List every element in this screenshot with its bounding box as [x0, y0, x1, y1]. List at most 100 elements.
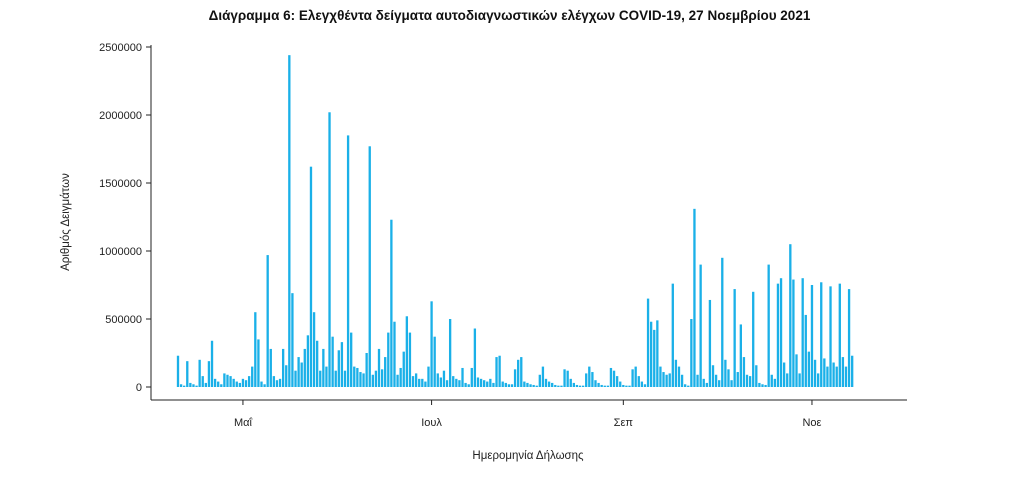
bar: [612, 370, 616, 387]
bar: [427, 366, 430, 387]
bar: [275, 380, 279, 387]
bar: [844, 366, 848, 387]
bar: [486, 381, 489, 387]
bar: [813, 359, 817, 387]
bar: [646, 298, 650, 387]
bar: [452, 376, 455, 387]
bar: [476, 377, 480, 387]
bar: [535, 385, 538, 387]
bar: [337, 350, 340, 387]
bar: [346, 135, 350, 387]
bars-layer: [176, 55, 854, 387]
bar: [334, 370, 337, 387]
bar: [628, 385, 631, 387]
y-tick-label: 1000000: [99, 246, 142, 258]
bar: [761, 384, 764, 387]
bar: [414, 373, 418, 387]
bar: [786, 373, 789, 387]
bar: [312, 312, 316, 387]
bar: [603, 385, 606, 387]
bar: [622, 384, 625, 387]
x-tick-label: Νοε: [802, 417, 821, 429]
bar: [408, 332, 412, 387]
bar: [591, 372, 594, 387]
bar: [461, 367, 464, 387]
y-tick-label: 1500000: [99, 178, 142, 190]
bar: [192, 384, 195, 387]
bar: [501, 381, 504, 387]
bar: [541, 366, 545, 387]
bar: [529, 384, 532, 387]
bar: [430, 301, 433, 387]
bar: [201, 376, 204, 387]
y-tick-label: 0: [136, 382, 142, 394]
y-tick-label: 2500000: [99, 42, 142, 54]
bar: [396, 374, 399, 387]
x-tick-label: Ιουλ: [421, 417, 442, 429]
bar: [745, 374, 749, 387]
bar: [436, 373, 439, 387]
bar: [368, 146, 371, 387]
bar: [520, 357, 523, 387]
bar: [189, 382, 192, 387]
bar: [232, 378, 235, 387]
bar: [247, 376, 251, 387]
bar: [439, 377, 443, 387]
bar: [594, 380, 597, 387]
bar: [659, 366, 662, 387]
bar: [696, 374, 699, 387]
bar: [551, 382, 554, 387]
bar: [207, 361, 211, 387]
bar: [699, 264, 702, 387]
bar: [823, 358, 826, 387]
bar: [597, 382, 600, 387]
bar: [625, 385, 628, 387]
bar: [637, 376, 640, 387]
bar: [309, 166, 313, 387]
bar: [674, 359, 678, 387]
bar: [733, 289, 736, 387]
bar: [418, 378, 421, 387]
bar: [711, 365, 715, 387]
bar: [708, 299, 712, 387]
bar: [782, 362, 786, 387]
bar: [742, 357, 746, 387]
bar: [350, 332, 353, 387]
bar: [538, 374, 541, 387]
bar: [226, 374, 229, 387]
bar: [770, 374, 773, 387]
bar: [560, 385, 563, 387]
bar: [387, 332, 390, 387]
bar: [340, 342, 344, 387]
bar: [798, 373, 801, 387]
bar: [504, 382, 507, 387]
bar: [448, 319, 452, 387]
bar: [752, 291, 755, 387]
bar: [458, 380, 461, 387]
bar: [195, 385, 198, 387]
bar: [359, 372, 362, 387]
bar: [801, 278, 804, 387]
bar: [390, 219, 393, 387]
bar: [362, 373, 365, 387]
x-tick-label: Σεπ: [614, 417, 634, 429]
bar: [640, 381, 644, 387]
bar: [578, 385, 582, 387]
bar: [291, 293, 294, 387]
bar: [668, 373, 671, 387]
bar: [653, 329, 656, 387]
bar: [213, 378, 217, 387]
bar: [727, 369, 730, 387]
bar: [365, 353, 368, 387]
bar: [473, 328, 477, 387]
bar: [792, 279, 795, 387]
bar: [251, 366, 254, 387]
bar: [585, 373, 588, 387]
bar: [600, 384, 603, 387]
bar: [220, 384, 223, 387]
bar: [634, 366, 637, 387]
bar: [467, 384, 470, 387]
bar: [532, 384, 535, 387]
bar: [569, 378, 572, 387]
